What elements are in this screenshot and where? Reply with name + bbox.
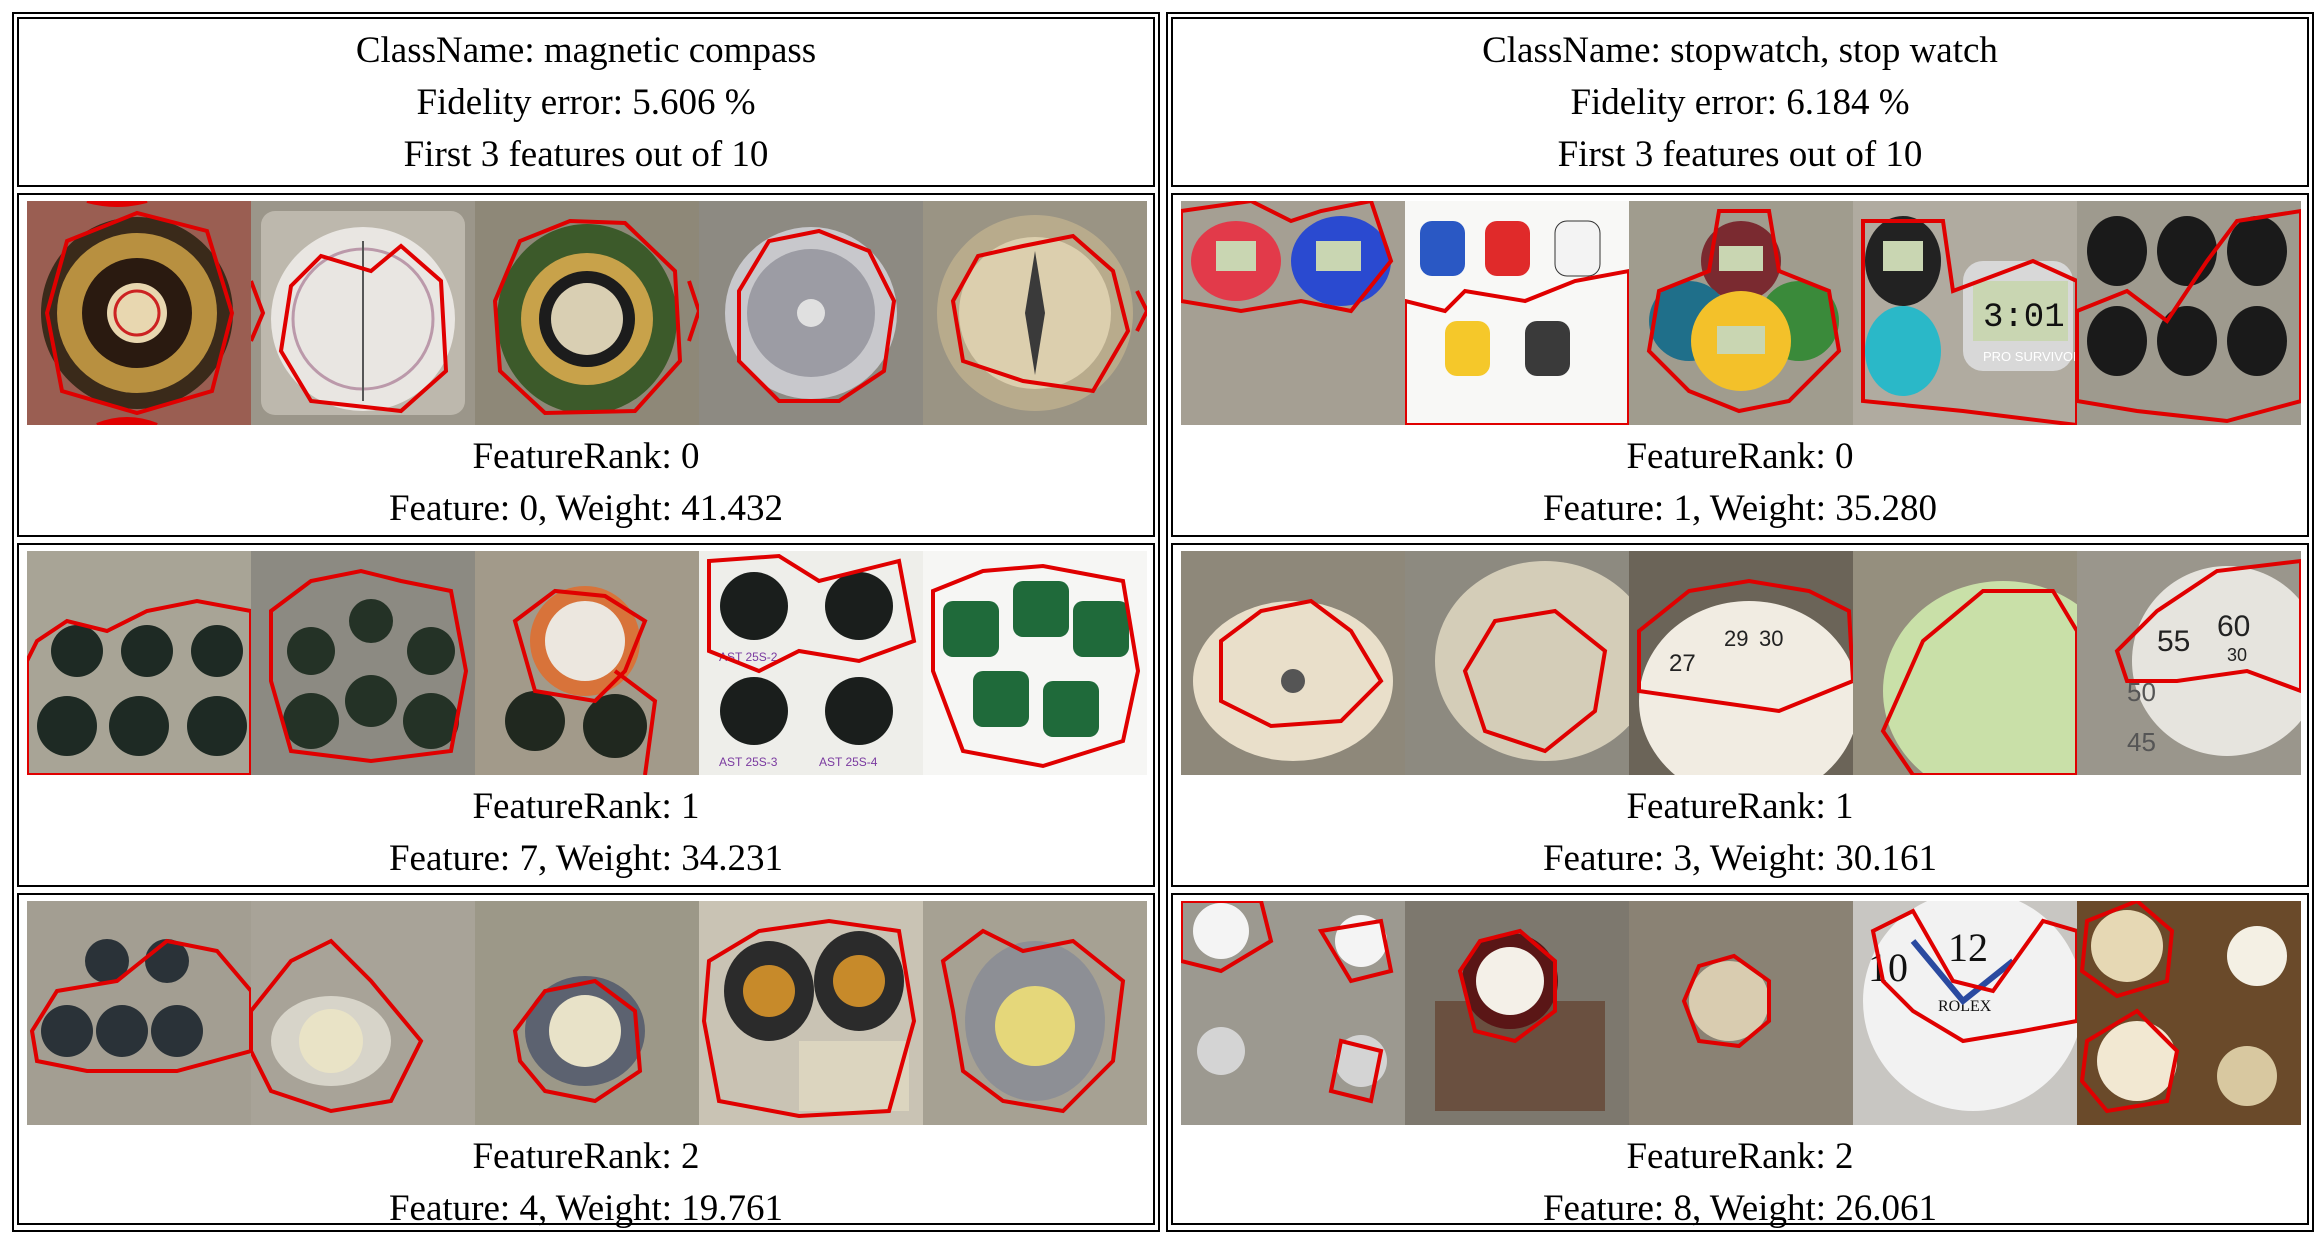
feature-rank: FeatureRank: 1: [472, 786, 700, 827]
thumbnail-image: [1853, 551, 2077, 775]
panel-header: ClassName: magnetic compass Fidelity err…: [17, 17, 1155, 187]
fidelity-error: Fidelity error: 6.184 %: [1570, 82, 1910, 123]
thumbnail-image: 55 60 30 50 45: [2077, 551, 2301, 775]
thumbnail-image: AST 25S-2 AST 25S-3 AST 25S-4: [699, 551, 923, 775]
feature-rank: FeatureRank: 1: [1626, 786, 1854, 827]
thumbnail-image: 3:01 PRO SURVIVOR: [1853, 201, 2077, 425]
thumbnail-image: [1405, 901, 1629, 1125]
svg-text:60: 60: [2217, 610, 2250, 643]
thumbnail-image: [475, 201, 699, 425]
thumbnail-image: [1405, 201, 1629, 425]
thumbnail-image: [251, 551, 475, 775]
feature-weight: Feature: 8, Weight: 26.061: [1542, 1188, 1938, 1229]
image-strip: 3:01 PRO SURVIVOR: [1181, 201, 2301, 425]
feature-rank: FeatureRank: 0: [472, 436, 700, 477]
svg-text:3:01: 3:01: [1983, 299, 2065, 337]
svg-text:ROLEX: ROLEX: [1938, 998, 1992, 1015]
feature-rank: FeatureRank: 2: [472, 1136, 700, 1177]
thumbnail-image: [1181, 551, 1405, 775]
panel-header: ClassName: stopwatch, stop watch Fidelit…: [1171, 17, 2309, 187]
feature-row-0: 3:01 PRO SURVIVOR FeatureRank: 0 Feature…: [1171, 193, 2309, 537]
feature-weight: Feature: 0, Weight: 41.432: [388, 488, 784, 529]
svg-text:AST 25S-4: AST 25S-4: [819, 755, 878, 769]
thumbnail-image: [251, 201, 475, 425]
thumbnail-image: [1181, 901, 1405, 1125]
class-name: ClassName: stopwatch, stop watch: [1482, 30, 1998, 71]
thumbnail-image: [27, 201, 251, 425]
thumbnail-image: [2077, 901, 2301, 1125]
svg-text:45: 45: [2127, 727, 2156, 757]
svg-text:AST 25S-3: AST 25S-3: [719, 755, 778, 769]
thumbnail-image: [923, 901, 1147, 1125]
image-strip: 27 29 30 55 60 30 50 4: [1181, 551, 2301, 775]
thumbnail-image: [27, 551, 251, 775]
svg-text:55: 55: [2157, 625, 2190, 658]
svg-text:PRO SURVIVOR: PRO SURVIVOR: [1983, 349, 2077, 364]
image-strip: AST 25S-2 AST 25S-3 AST 25S-4: [27, 551, 1147, 775]
feature-row-2: FeatureRank: 2 Feature: 4, Weight: 19.76…: [17, 893, 1155, 1229]
svg-text:10: 10: [1868, 945, 1908, 990]
svg-text:12: 12: [1948, 925, 1988, 970]
thumbnail-image: [475, 551, 699, 775]
svg-text:27: 27: [1669, 650, 1696, 677]
feature-weight: Feature: 1, Weight: 35.280: [1542, 488, 1938, 529]
class-name: ClassName: magnetic compass: [355, 30, 817, 71]
thumbnail-image: [251, 901, 475, 1125]
feature-row-2: 12 10 ROLEX FeatureRank: 2 Feature: 8, W…: [1171, 893, 2309, 1229]
feature-weight: Feature: 3, Weight: 30.161: [1542, 838, 1938, 879]
features-count: First 3 features out of 10: [1557, 134, 1923, 175]
features-count: First 3 features out of 10: [403, 134, 769, 175]
thumbnail-image: [27, 901, 251, 1125]
feature-rank: FeatureRank: 0: [1626, 436, 1854, 477]
image-strip: [27, 201, 1147, 425]
thumbnail-image: [923, 551, 1147, 775]
thumbnail-image: [923, 201, 1147, 425]
feature-row-0: FeatureRank: 0 Feature: 0, Weight: 41.43…: [17, 193, 1155, 537]
fidelity-error: Fidelity error: 5.606 %: [416, 82, 756, 123]
thumbnail-image: [1405, 551, 1629, 775]
feature-weight: Feature: 7, Weight: 34.231: [388, 838, 784, 879]
thumbnail-image: 12 10 ROLEX: [1853, 901, 2077, 1125]
svg-text:30: 30: [2227, 645, 2247, 665]
feature-row-1: AST 25S-2 AST 25S-3 AST 25S-4 FeatureRan…: [17, 543, 1155, 887]
thumbnail-image: [699, 201, 923, 425]
feature-row-1: 27 29 30 55 60 30 50 4: [1171, 543, 2309, 887]
image-strip: 12 10 ROLEX: [1181, 901, 2301, 1125]
thumbnail-image: [699, 901, 923, 1125]
feature-rank: FeatureRank: 2: [1626, 1136, 1854, 1177]
thumbnail-image: 27 29 30: [1629, 551, 1853, 775]
thumbnail-image: [1181, 201, 1405, 425]
thumbnail-image: [475, 901, 699, 1125]
thumbnail-image: [1629, 901, 1853, 1125]
image-strip: [27, 901, 1147, 1125]
thumbnail-image: [2077, 201, 2301, 425]
panel-magnetic-compass: ClassName: magnetic compass Fidelity err…: [12, 12, 1160, 1232]
thumbnail-image: [1629, 201, 1853, 425]
svg-text:30: 30: [1759, 626, 1783, 651]
feature-weight: Feature: 4, Weight: 19.761: [388, 1188, 784, 1229]
svg-text:29: 29: [1724, 626, 1748, 651]
panel-stopwatch: ClassName: stopwatch, stop watch Fidelit…: [1166, 12, 2314, 1232]
